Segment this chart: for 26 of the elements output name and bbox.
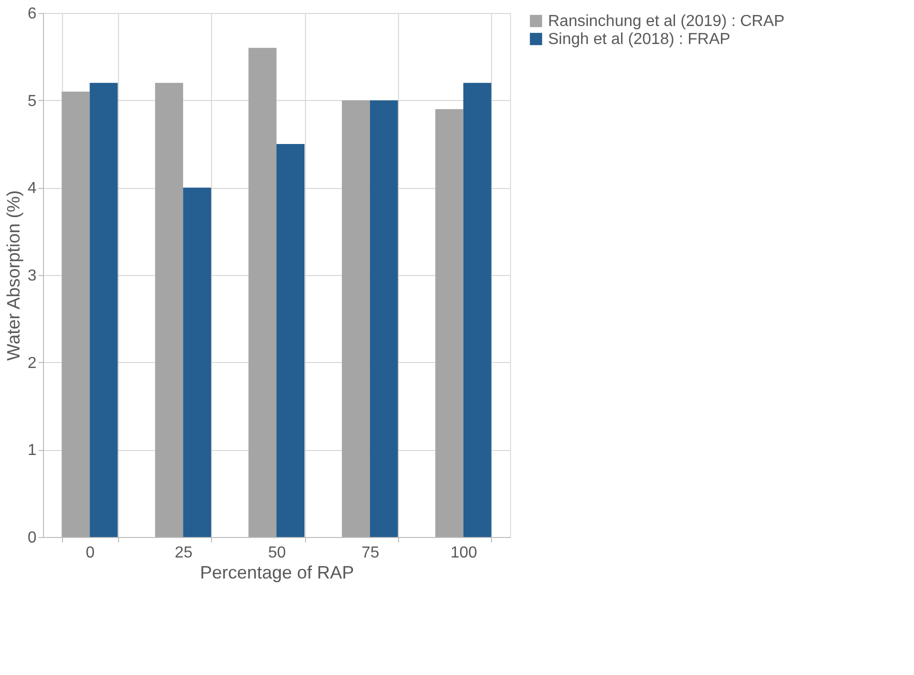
y-axis-title: Water Absorption (%) (4, 190, 24, 361)
y-tick-label: 2 (28, 354, 37, 372)
legend-label: Ransinchung et al (2019) : CRAP (548, 13, 785, 30)
bar (155, 82, 184, 537)
y-tick-label: 3 (28, 268, 37, 284)
y-tick-label: 1 (28, 442, 37, 460)
x-tick-label: 100 (450, 544, 478, 562)
x-tick-label: 75 (362, 544, 380, 562)
bar (90, 82, 118, 537)
y-tick-label: 4 (28, 180, 37, 198)
bar (435, 109, 464, 537)
bar (463, 82, 492, 537)
bar (62, 92, 90, 537)
y-tick-label: 0 (28, 530, 37, 546)
bar (276, 144, 305, 537)
x-tick-label: 0 (86, 544, 95, 562)
bar (342, 100, 370, 537)
y-tick-label: 5 (28, 92, 37, 110)
bar (248, 48, 276, 537)
bar (183, 188, 212, 537)
x-tick-label: 50 (268, 544, 286, 562)
x-axis-title: Percentage of RAP (200, 562, 354, 582)
legend-label: Singh et al (2018) : FRAP (548, 31, 730, 48)
y-tick-label: 6 (28, 6, 37, 22)
x-tick-label: 25 (174, 544, 193, 562)
bar (370, 100, 398, 537)
